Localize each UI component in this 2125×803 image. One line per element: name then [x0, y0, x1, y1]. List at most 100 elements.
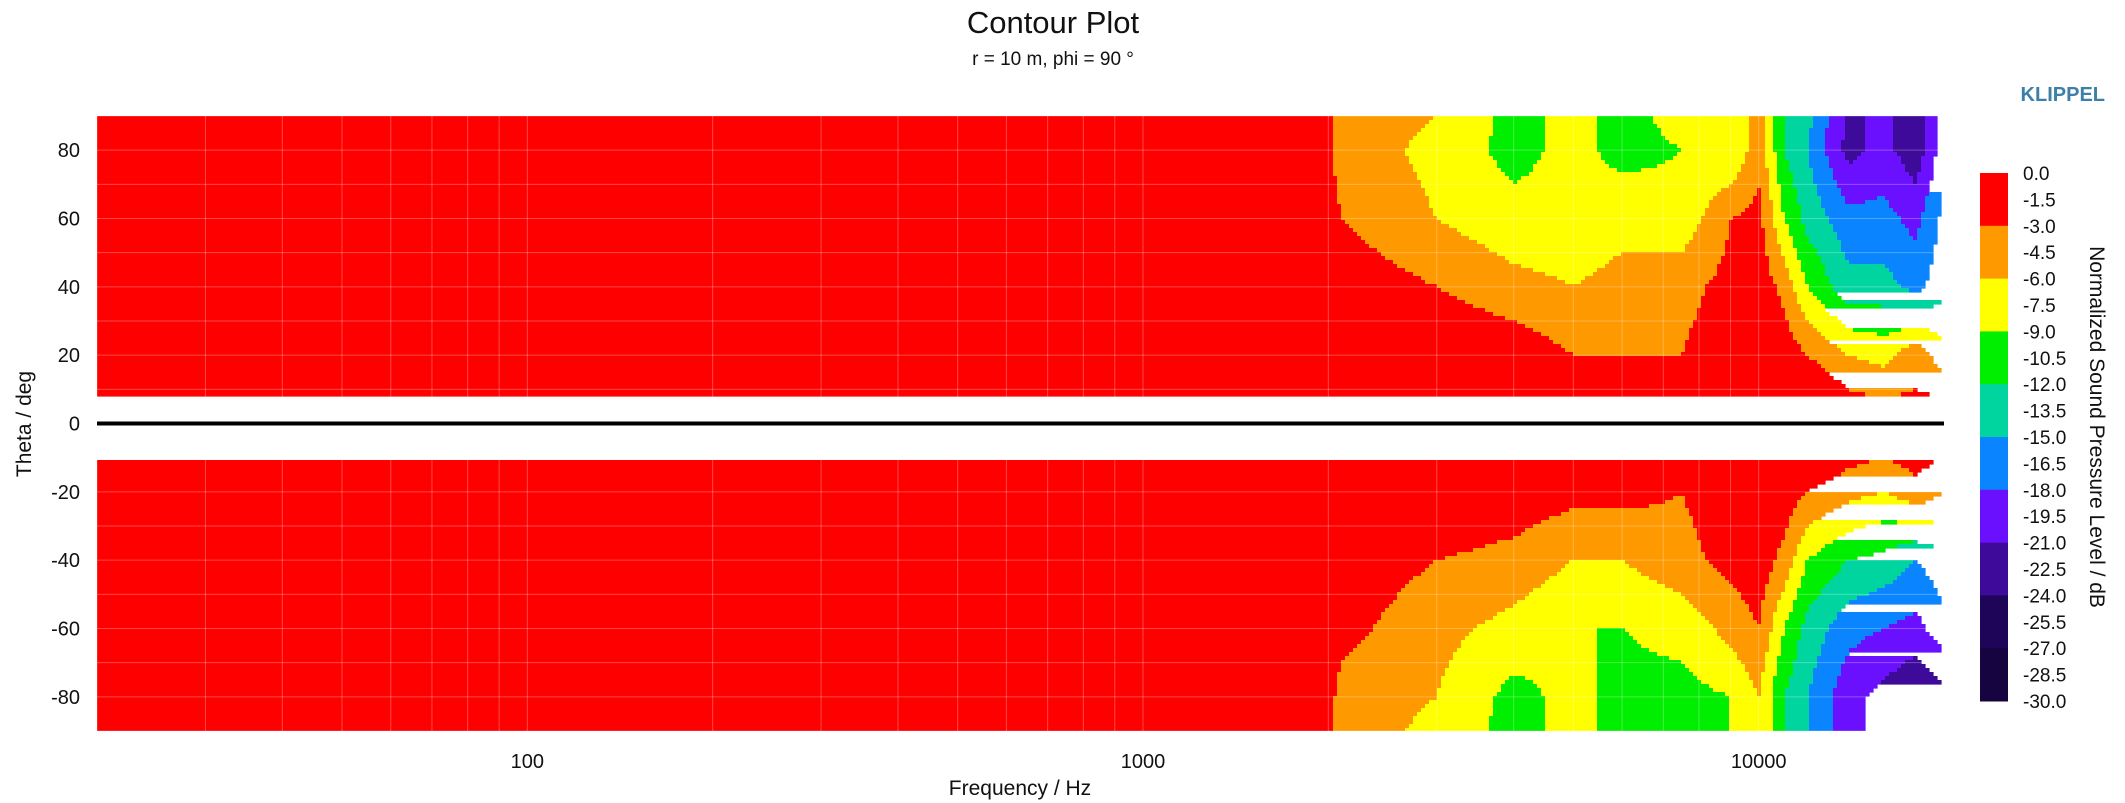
contour-band-cell	[1425, 704, 1494, 709]
contour-band-cell	[1445, 672, 1598, 677]
contour-band-cell	[1685, 496, 1802, 501]
contour-band-cell	[1725, 244, 1766, 249]
contour-band-cell	[1805, 564, 1842, 569]
klippel-logo: KLIPPEL	[2021, 84, 2105, 106]
contour-band-cell	[1473, 628, 1598, 633]
contour-band-cell	[1833, 540, 1914, 545]
contour-band-cell	[1337, 680, 1442, 685]
contour-band-cell	[1901, 216, 1922, 221]
colorbar	[1980, 173, 2008, 702]
contour-band-cell	[1545, 140, 1598, 145]
contour-band-cell	[1597, 724, 1730, 729]
contour-band-cell	[1541, 688, 1598, 693]
contour-band-cell	[1685, 504, 1798, 509]
contour-band-cell	[1829, 164, 1906, 169]
contour-band-cell	[1777, 236, 1794, 241]
contour-band-cell	[1821, 260, 1850, 265]
contour-band-cell	[1777, 668, 1794, 673]
colorbar-level-label: -27.0	[2023, 639, 2066, 660]
colorbar-level-label: -1.5	[2023, 190, 2056, 211]
contour-band-cell	[1725, 640, 1770, 645]
contour-band-cell	[1889, 624, 1926, 629]
contour-band-cell	[1845, 156, 1858, 161]
contour-band-cell	[1337, 180, 1422, 185]
contour-band-cell	[1697, 536, 1786, 541]
contour-band-cell	[1809, 136, 1826, 141]
y-tick-label: -80	[51, 687, 80, 709]
contour-band-cell	[1333, 716, 1414, 721]
contour-band-cell	[1797, 504, 1842, 509]
contour-band-cell	[1825, 264, 1886, 269]
contour-band-cell	[1765, 596, 1782, 601]
contour-band-cell	[1373, 628, 1474, 633]
contour-band-cell	[1625, 560, 1710, 565]
contour-band-cell	[1925, 124, 1938, 129]
contour-band-cell	[1793, 240, 1810, 245]
contour-band-cell	[1897, 352, 1930, 357]
contour-band-cell	[1337, 192, 1426, 197]
contour-band-cell	[1597, 124, 1658, 129]
contour-band-cell	[97, 240, 1366, 245]
contour-band-cell	[1789, 168, 1814, 173]
contour-band-cell	[1741, 168, 1770, 173]
contour-band-cell	[1381, 616, 1494, 621]
contour-band-cell	[1453, 656, 1598, 661]
contour-band-cell	[1825, 144, 1842, 149]
contour-band-cell	[1861, 496, 1898, 501]
contour-band-cell	[1509, 260, 1610, 265]
contour-band-cell	[97, 268, 1406, 273]
contour-band-cell	[1789, 328, 1818, 333]
contour-band-cell	[1469, 236, 1694, 241]
contour-band-cell	[1765, 664, 1778, 669]
contour-band-cell	[1893, 276, 1930, 281]
contour-band-cell	[97, 380, 1842, 385]
contour-band-cell	[1829, 120, 1846, 125]
contour-band-cell	[1785, 720, 1810, 725]
contour-band-cell	[1793, 236, 1810, 241]
contour-band-cell	[1777, 288, 1794, 293]
contour-band-cell	[1845, 132, 1866, 137]
contour-band-cell	[1785, 632, 1802, 637]
contour-band-cell	[1477, 240, 1690, 245]
contour-band-cell	[1681, 592, 1742, 597]
contour-band-cell	[1777, 660, 1794, 665]
contour-band-cell	[1845, 252, 1934, 257]
contour-band-cell	[1729, 716, 1774, 721]
contour-band-cell	[1597, 700, 1730, 705]
contour-band-cell	[1801, 212, 1826, 217]
contour-band-cell	[1813, 116, 1830, 121]
contour-band-cell	[1541, 156, 1602, 161]
contour-band-cell	[1829, 116, 1846, 121]
contour-band-cell	[1785, 620, 1806, 625]
contour-band-cell	[1597, 684, 1710, 689]
contour-band-cell	[1745, 600, 1762, 605]
contour-band-cell	[1537, 160, 1606, 165]
contour-band-cell	[1821, 588, 1878, 593]
contour-band-cell	[1533, 268, 1598, 273]
contour-band-cell	[1821, 644, 1858, 649]
contour-band-cell	[1425, 192, 1718, 197]
contour-band-cell	[1881, 628, 1926, 633]
contour-band-cell	[1385, 608, 1506, 613]
contour-band-cell	[1597, 140, 1670, 145]
colorbar-level-label: -25.5	[2023, 613, 2066, 634]
contour-band-cell	[1785, 136, 1810, 141]
contour-band-cell	[1917, 176, 1934, 181]
contour-band-cell	[1773, 280, 1794, 285]
contour-band-cell	[1897, 280, 1926, 285]
contour-band-cell	[1457, 648, 1598, 653]
contour-band-cell	[1737, 176, 1770, 181]
contour-band-cell	[1701, 544, 1782, 549]
x-axis-ticks: 100 1000 10000	[511, 751, 1787, 773]
contour-band-cell	[1501, 688, 1542, 693]
contour-band-cell	[1493, 312, 1698, 317]
contour-band-cell	[1341, 208, 1434, 213]
contour-band-cell	[1773, 132, 1786, 137]
contour-band-cell	[1761, 684, 1774, 689]
contour-band-cell	[1921, 160, 1934, 165]
contour-band-cell	[1765, 588, 1786, 593]
contour-band-cell	[1881, 520, 1898, 525]
contour-band-cell	[1761, 208, 1774, 213]
contour-band-cell	[97, 492, 1806, 497]
contour-band-cell	[1689, 668, 1746, 673]
